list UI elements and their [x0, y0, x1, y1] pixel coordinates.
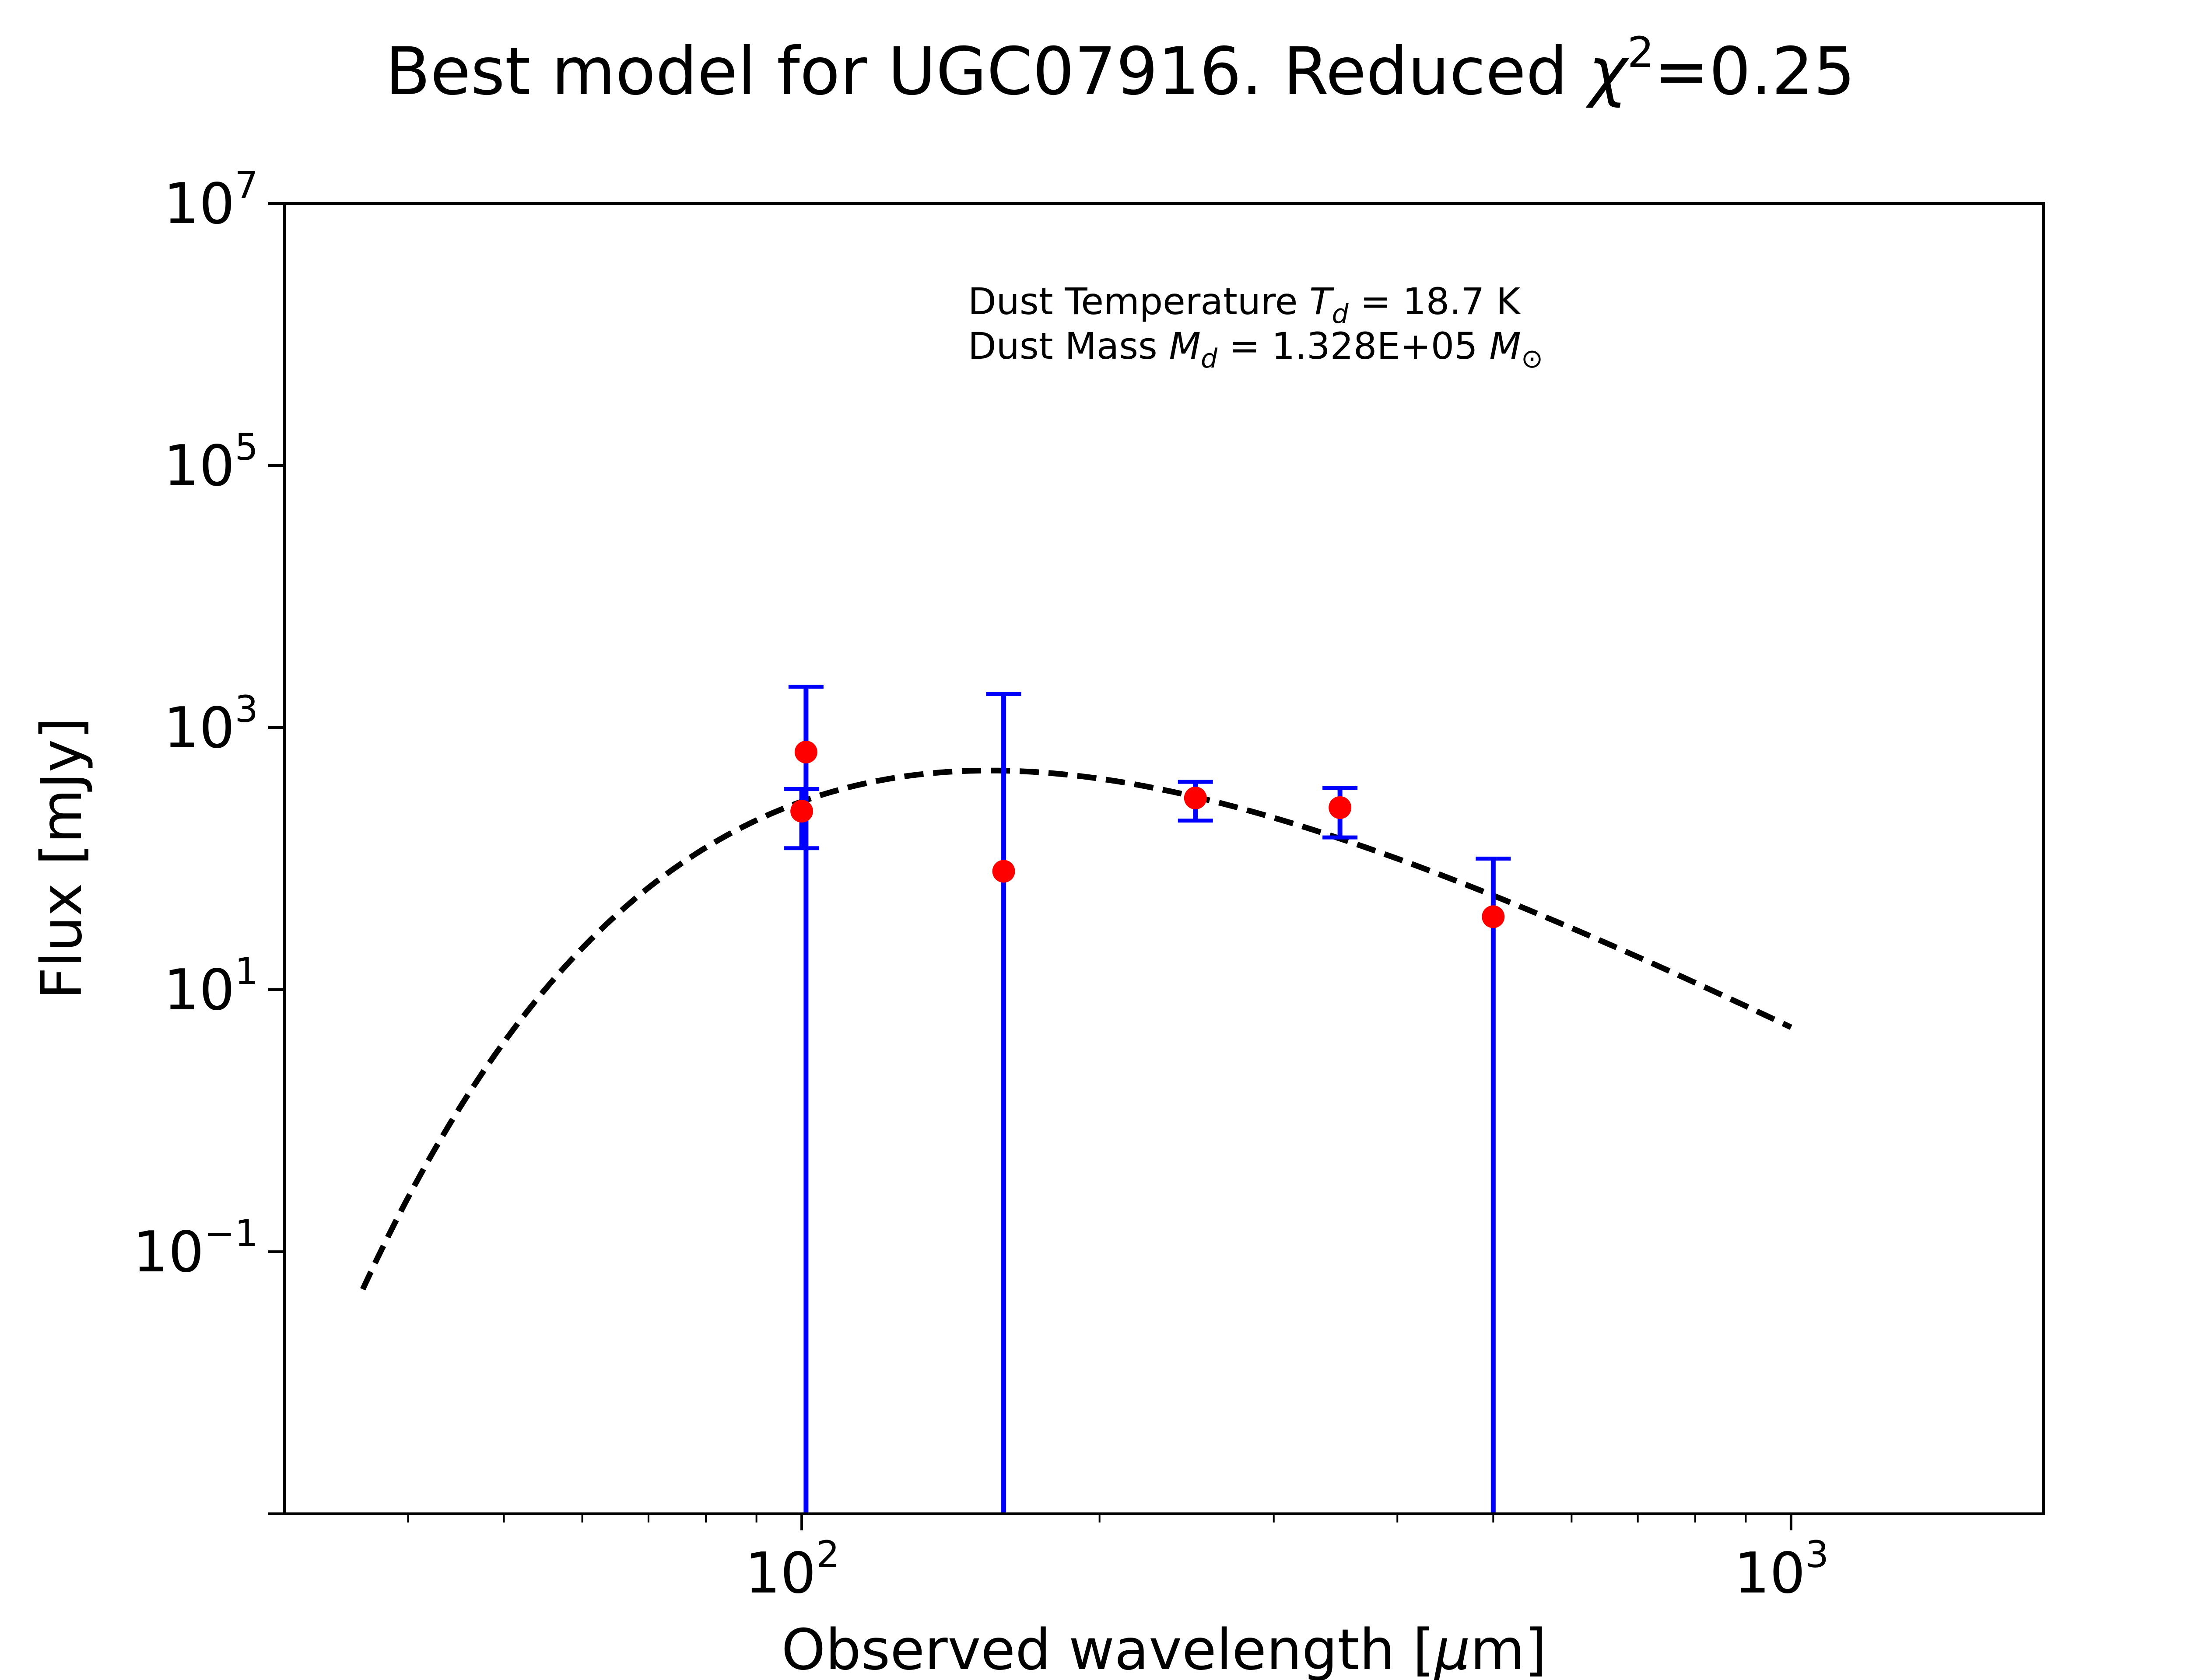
plot-frame [283, 202, 2045, 1515]
data-point-0 [790, 800, 813, 823]
y-tick-label-0: 107 [164, 164, 258, 237]
y-tick-label-1: 105 [164, 426, 258, 499]
chart-title-value: =0.25 [1654, 34, 1855, 110]
annotation-mass-var: M [1169, 325, 1201, 368]
x-axis-label-post: m] [1470, 1617, 1547, 1680]
x-axis-ticks: 102 103 [745, 1514, 1829, 1606]
data-point-2 [992, 860, 1015, 883]
annotation-mass-value: = 1.328E+05 [1217, 325, 1489, 368]
data-point-4 [1329, 796, 1352, 819]
annotation-temperature: Dust Temperature Td = 18.7 K [968, 280, 1521, 329]
errorbar-1 [788, 685, 824, 1514]
x-tick-label-0: 102 [745, 1533, 839, 1606]
annotation-temperature-var: T [1309, 280, 1334, 323]
chart-title-main: Best model for UGC07916. Reduced [385, 34, 1588, 110]
x-axis-label: Observed wavelength [μm] [782, 1617, 1547, 1680]
chart-title-exp: 2 [1627, 28, 1654, 77]
x-minor-ticks [407, 1514, 1747, 1522]
data-point-1 [794, 741, 817, 764]
model-curve [360, 767, 1792, 1291]
x-axis-label-pre: Observed wavelength [ [782, 1617, 1435, 1680]
errorbar-layer [784, 685, 1511, 1514]
y-axis-ticks: 107 105 103 101 10−1 [133, 164, 284, 1515]
model-layer [360, 767, 1792, 1291]
x-axis-label-mu: μ [1434, 1617, 1470, 1680]
x-tick-label-1: 103 [1734, 1533, 1829, 1606]
annotation-temperature-value: = 18.7 K [1349, 280, 1522, 323]
annotation-mass-unit-var: M [1489, 325, 1521, 368]
annotation-temperature-text: Dust Temperature [968, 280, 1309, 323]
y-tick-label-2: 103 [164, 688, 258, 761]
annotation-mass: Dust Mass Md = 1.328E+05 M⊙ [968, 325, 1543, 374]
point-layer [790, 741, 1505, 928]
chart-title: Best model for UGC07916. Reduced χ2=0.25 [385, 28, 1855, 110]
chart-title-chi: χ [1585, 34, 1630, 110]
y-tick-label-3: 101 [164, 950, 258, 1023]
plot-area [360, 685, 1792, 1514]
data-point-3 [1184, 787, 1207, 810]
annotation-mass-text: Dust Mass [968, 325, 1169, 368]
errorbar-5 [1476, 857, 1511, 1514]
y-axis-label: Flux [mJy] [29, 718, 95, 1000]
y-tick-label-4: 10−1 [133, 1212, 258, 1285]
annotation-mass-unit-sub: ⊙ [1521, 343, 1543, 374]
errorbar-2 [986, 692, 1021, 1514]
annotation-temperature-sub: d [1332, 299, 1349, 329]
annotation-mass-sub: d [1201, 343, 1218, 374]
data-point-5 [1482, 905, 1505, 928]
